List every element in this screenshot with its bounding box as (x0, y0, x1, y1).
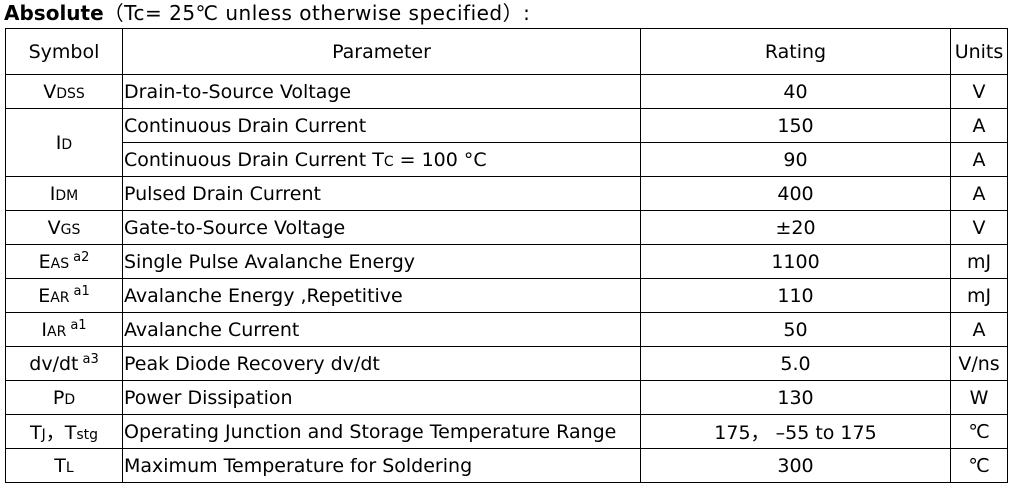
table-row: IDM Pulsed Drain Current 400 A (5, 176, 1008, 211)
parameter-cell: Peak Diode Recovery dv/dt (122, 346, 641, 381)
rating-cell: 5.0 (640, 346, 951, 381)
units-cell: ℃ (950, 414, 1008, 449)
rating-cell: 130 (640, 380, 951, 415)
table-row: VDSS Drain-to-Source Voltage 40 V (5, 74, 1008, 109)
rating-cell: 50 (640, 312, 951, 347)
symbol-cell: TJ，Tstg (5, 414, 123, 449)
header-parameter: Parameter (122, 28, 641, 75)
header-symbol: Symbol (5, 28, 123, 75)
parameter-cell: Drain-to-Source Voltage (122, 74, 641, 109)
symbol-cell: dv/dt a3 (5, 346, 123, 381)
parameter-cell: Single Pulse Avalanche Energy (122, 244, 641, 279)
rating-cell: 400 (640, 176, 951, 211)
units-cell: ℃ (950, 448, 1008, 483)
parameter-cell: Avalanche Current (122, 312, 641, 347)
units-cell: A (950, 176, 1008, 211)
table-row: TJ，Tstg Operating Junction and Storage T… (5, 414, 1008, 449)
parameter-cell: Power Dissipation (122, 380, 641, 415)
parameter-cell: Gate-to-Source Voltage (122, 210, 641, 245)
table-row: EAR a1 Avalanche Energy ,Repetitive 110 m… (5, 278, 1008, 313)
rating-cell: 110 (640, 278, 951, 313)
symbol-cell: VGS (5, 210, 123, 245)
rating-cell: 150 (640, 108, 951, 143)
parameter-cell: Maximum Temperature for Soldering (122, 448, 641, 483)
table-row: IAR a1 Avalanche Current 50 A (5, 312, 1008, 347)
units-cell: V (950, 74, 1008, 109)
table-row: Continuous Drain Current TC = 100 °C 90 … (6, 142, 1008, 177)
units-cell: A (950, 108, 1008, 143)
rating-cell: ±20 (640, 210, 951, 245)
rating-cell: 40 (640, 74, 951, 109)
symbol-cell: EAS a2 (5, 244, 123, 279)
table-row: TL Maximum Temperature for Soldering 300… (5, 448, 1008, 483)
units-cell: A (950, 312, 1008, 347)
header-units: Units (950, 28, 1008, 75)
table-row: PD Power Dissipation 130 W (5, 380, 1008, 415)
symbol-cell: TL (5, 448, 123, 483)
table-header-row: Symbol Parameter Rating Units (5, 28, 1008, 75)
table-row: dv/dt a3 Peak Diode Recovery dv/dt 5.0 V/… (5, 346, 1008, 381)
symbol-cell: VDSS (5, 74, 123, 109)
units-cell: V (950, 210, 1008, 245)
absolute-ratings-table: Symbol Parameter Rating Units VDSS Drain… (5, 28, 1008, 483)
section-title: Absolute（Tc= 25℃ unless otherwise specif… (4, 0, 530, 27)
header-rating: Rating (640, 28, 951, 75)
units-cell: mJ (950, 278, 1008, 313)
rating-cell: 90 (640, 142, 951, 177)
parameter-cell: Avalanche Energy ,Repetitive (122, 278, 641, 313)
units-cell: W (950, 380, 1008, 415)
parameter-cell: Continuous Drain Current TC = 100 °C (122, 142, 641, 177)
parameter-cell: Operating Junction and Storage Temperatu… (122, 414, 641, 449)
symbol-cell: PD (5, 380, 123, 415)
symbol-cell: IAR a1 (5, 312, 123, 347)
parameter-cell: Continuous Drain Current (122, 108, 641, 143)
rating-cell: 300 (640, 448, 951, 483)
units-cell: V/ns (950, 346, 1008, 381)
title-condition: （Tc= 25℃ unless otherwise specified）: (103, 1, 531, 25)
table-row: EAS a2 Single Pulse Avalanche Energy 1100… (5, 244, 1008, 279)
symbol-cell: EAR a1 (5, 278, 123, 313)
units-cell: A (950, 142, 1008, 177)
rating-cell: 1100 (640, 244, 951, 279)
table-row: VGS Gate-to-Source Voltage ±20 V (5, 210, 1008, 245)
parameter-cell: Pulsed Drain Current (122, 176, 641, 211)
title-bold: Absolute (4, 1, 104, 25)
table-row: ID Continuous Drain Current 150 A (5, 108, 1008, 177)
rating-cell: 175， –55 to 175 (640, 414, 951, 449)
symbol-cell: IDM (5, 176, 123, 211)
symbol-cell: ID (5, 108, 123, 177)
units-cell: mJ (950, 244, 1008, 279)
